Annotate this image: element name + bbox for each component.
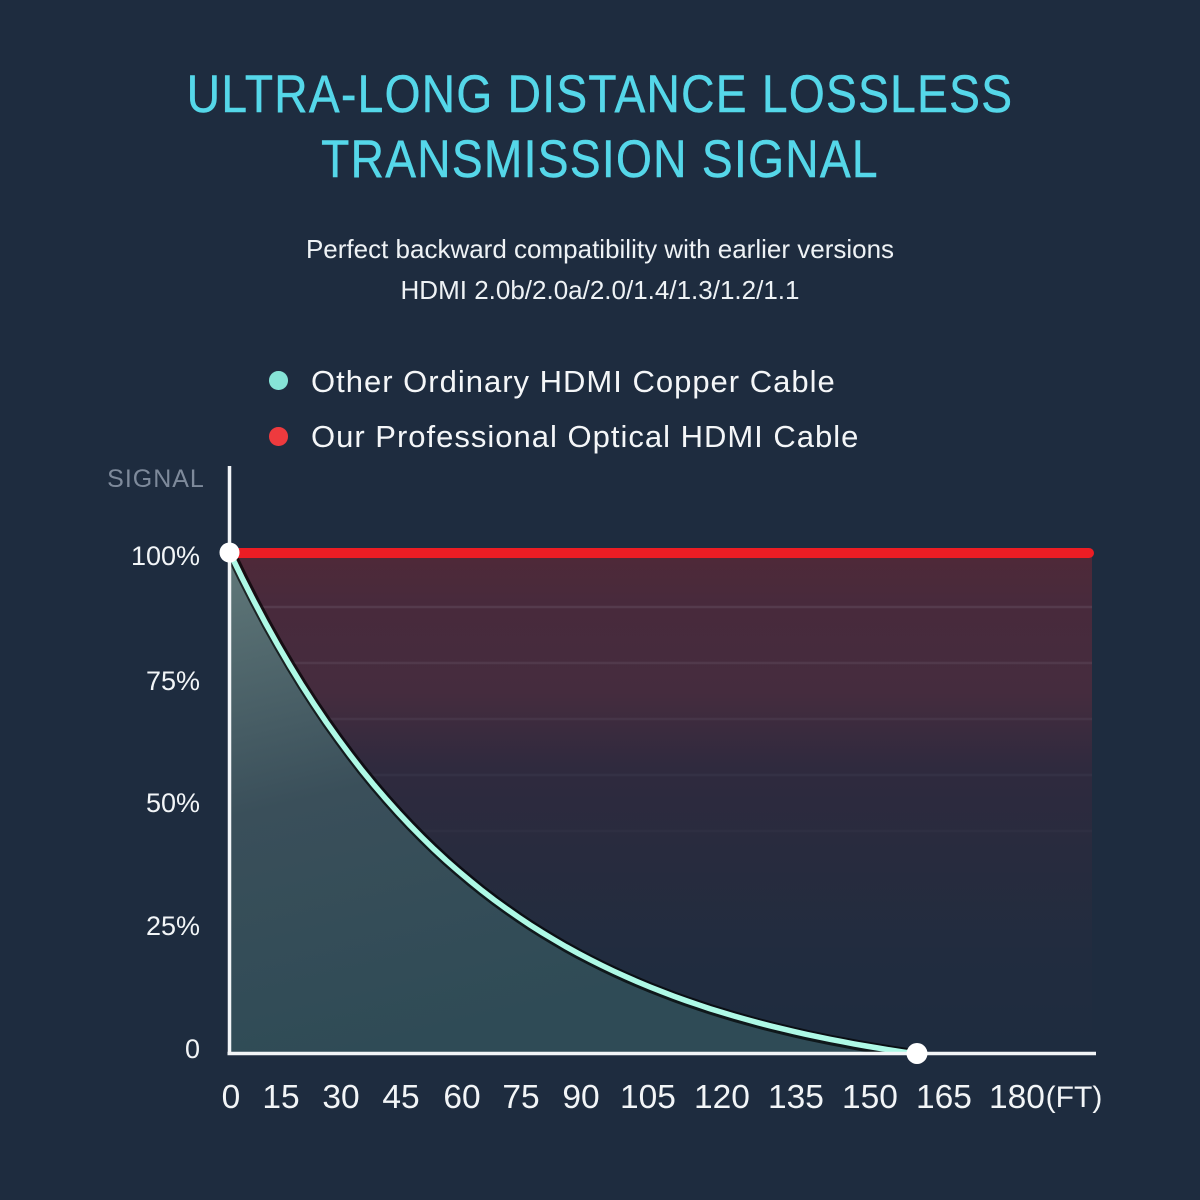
svg-text:0: 0 (222, 1079, 241, 1116)
svg-text:135: 135 (768, 1079, 824, 1116)
svg-text:75%: 75% (146, 666, 200, 696)
svg-text:SIGNAL: SIGNAL (107, 465, 205, 493)
svg-text:100%: 100% (131, 541, 200, 571)
svg-text:30: 30 (322, 1079, 359, 1116)
svg-text:180: 180 (989, 1079, 1045, 1116)
svg-text:45: 45 (382, 1079, 419, 1116)
svg-text:(FT): (FT) (1046, 1081, 1103, 1114)
svg-text:60: 60 (443, 1079, 480, 1116)
svg-text:0: 0 (185, 1034, 200, 1064)
svg-text:90: 90 (562, 1079, 599, 1116)
svg-text:105: 105 (620, 1079, 676, 1116)
svg-text:75: 75 (502, 1079, 539, 1116)
svg-text:120: 120 (694, 1079, 750, 1116)
svg-text:25%: 25% (146, 911, 200, 941)
svg-text:165: 165 (916, 1079, 972, 1116)
svg-text:50%: 50% (146, 788, 200, 818)
svg-text:15: 15 (262, 1079, 299, 1116)
svg-text:150: 150 (842, 1079, 898, 1116)
